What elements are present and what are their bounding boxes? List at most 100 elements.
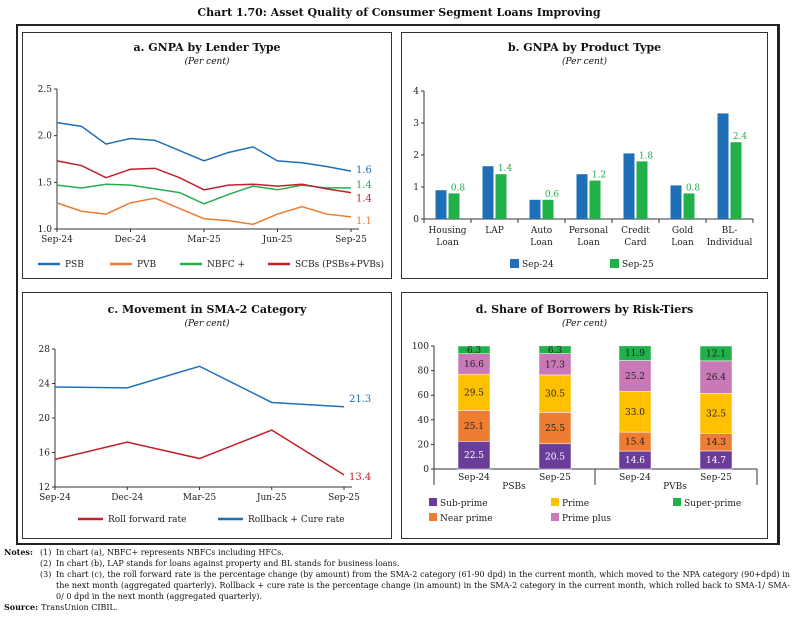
y-tick-label: 2.0 bbox=[38, 132, 53, 142]
main-title: Chart 1.70: Asset Quality of Consumer Se… bbox=[197, 6, 601, 19]
x-tick-label: Sep-24 bbox=[458, 473, 490, 483]
stack-segment-prime bbox=[457, 373, 491, 411]
bar-Sep-24 bbox=[435, 190, 447, 219]
data-label: 25.5 bbox=[545, 424, 565, 434]
stack-segment-super-prime bbox=[618, 345, 652, 361]
data-label: 22.5 bbox=[464, 451, 484, 461]
x-tick-label: Jun-25 bbox=[262, 235, 293, 245]
legend-swatch bbox=[551, 498, 559, 506]
data-label: 12.1 bbox=[706, 349, 726, 359]
stack-segment-prime-plus bbox=[618, 360, 652, 392]
x-tick-label: Card bbox=[624, 238, 647, 248]
panel-c: c. Movement in SMA-2 Category (Per cent) bbox=[22, 292, 392, 539]
end-label: 1.4 bbox=[356, 194, 372, 205]
x-tick-label: Credit bbox=[621, 226, 650, 236]
bar-Sep-24 bbox=[482, 166, 494, 219]
x-tick-label: Individual bbox=[707, 238, 753, 248]
legend-swatch bbox=[510, 259, 519, 268]
x-tick-label: Sep-25 bbox=[335, 235, 367, 245]
series-line-psb bbox=[56, 121, 352, 172]
notes-label: Notes: bbox=[4, 547, 33, 557]
y-tick-label: 80 bbox=[418, 367, 430, 377]
y-tick-label: 1 bbox=[413, 183, 419, 193]
x-tick-label: Loan bbox=[577, 238, 600, 248]
y-tick-label: 60 bbox=[418, 391, 430, 401]
end-label: 13.4 bbox=[349, 472, 371, 483]
note-number: (2) bbox=[40, 559, 52, 568]
bar-Sep-24 bbox=[670, 185, 682, 219]
stack-segment-near-prime bbox=[538, 412, 572, 445]
data-label: 26.4 bbox=[706, 373, 726, 383]
panel-c-title: c. Movement in SMA-2 Category bbox=[107, 303, 307, 316]
y-tick-label: 20 bbox=[39, 414, 51, 424]
x-tick-label: LAP bbox=[485, 226, 504, 236]
note-text: In chart (c), the roll forward rate is t… bbox=[56, 570, 790, 601]
stack-segment-super-prime bbox=[538, 345, 572, 354]
legend-label: SCBs (PSBs+PVBs) bbox=[295, 259, 384, 270]
data-label: 14.7 bbox=[706, 456, 726, 466]
x-tick-label: Loan bbox=[436, 238, 459, 248]
data-label: 6.3 bbox=[548, 346, 563, 356]
series-line-roll-forward-rate bbox=[54, 429, 345, 476]
legend-label: PSB bbox=[65, 260, 84, 270]
bar-Sep-25 bbox=[542, 199, 554, 219]
y-tick-label: 40 bbox=[418, 416, 430, 426]
panel-d-title: d. Share of Borrowers by Risk-Tiers bbox=[475, 303, 694, 316]
x-tick-label: BL- bbox=[722, 226, 738, 236]
legend-swatch bbox=[429, 498, 437, 506]
x-tick-label: Personal bbox=[569, 226, 608, 236]
data-label: 29.5 bbox=[464, 388, 484, 398]
x-tick-label: Housing bbox=[428, 226, 466, 236]
x-tick-label: Sep-24 bbox=[39, 493, 71, 503]
legend-swatch bbox=[673, 498, 681, 506]
bar-Sep-25 bbox=[589, 180, 601, 219]
data-label: 1.2 bbox=[592, 171, 606, 181]
legend-label: Roll forward rate bbox=[108, 515, 186, 525]
bar-Sep-24 bbox=[623, 153, 635, 219]
legend-swatch bbox=[429, 513, 437, 521]
y-tick-label: 4 bbox=[413, 87, 419, 97]
stack-segment-prime bbox=[699, 393, 733, 434]
y-tick-label: 3 bbox=[413, 119, 419, 129]
data-label: 14.3 bbox=[706, 438, 726, 448]
notes: Notes: (1) In chart (a), NBFC+ represents … bbox=[4, 547, 790, 613]
stack-segment-sub-prime bbox=[457, 441, 491, 470]
end-label: 1.6 bbox=[356, 165, 372, 176]
legend-label: Near prime bbox=[440, 514, 493, 524]
chart-frame bbox=[16, 24, 780, 545]
panel-a: a. GNPA by Lender Type (Per cent) bbox=[22, 32, 392, 279]
y-tick-label: 2.5 bbox=[38, 85, 53, 95]
legend-label: Prime bbox=[562, 499, 589, 509]
data-label: 25.1 bbox=[464, 422, 484, 432]
bar-Sep-25 bbox=[683, 193, 695, 219]
x-tick-label: Jun-25 bbox=[256, 493, 287, 503]
data-label: 0.6 bbox=[545, 190, 560, 200]
note-text: In chart (a), NBFC+ represents NBFCs inc… bbox=[56, 548, 284, 557]
y-tick-label: 20 bbox=[418, 440, 430, 450]
y-tick-label: 2 bbox=[413, 151, 419, 161]
y-tick-label: 0 bbox=[413, 215, 419, 225]
source-text: TransUnion CIBIL. bbox=[41, 603, 118, 612]
bar-Sep-24 bbox=[576, 174, 588, 219]
end-label: 1.4 bbox=[356, 180, 372, 191]
group-label: PVBs bbox=[663, 482, 687, 492]
bar-Sep-25 bbox=[636, 161, 648, 219]
y-tick-label: 16 bbox=[39, 449, 51, 459]
data-label: 17.3 bbox=[545, 360, 565, 370]
panel-a-title: a. GNPA by Lender Type bbox=[133, 41, 281, 54]
stack-segment-near-prime bbox=[457, 410, 491, 442]
data-label: 11.9 bbox=[625, 349, 645, 359]
data-label: 30.5 bbox=[545, 390, 565, 400]
legend-label: Prime plus bbox=[562, 514, 611, 524]
stack-segment-prime bbox=[618, 391, 652, 433]
legend-label: Sub-prime bbox=[440, 499, 488, 509]
data-label: 2.4 bbox=[733, 132, 748, 142]
x-tick-label: Gold bbox=[672, 226, 693, 236]
data-label: 20.5 bbox=[545, 452, 565, 462]
data-label: 33.0 bbox=[625, 408, 645, 418]
x-tick-label: Sep-24 bbox=[619, 473, 651, 483]
x-tick-label: Sep-25 bbox=[539, 473, 571, 483]
data-label: 0.8 bbox=[686, 183, 701, 193]
note-text: In chart (b), LAP stands for loans again… bbox=[56, 559, 400, 568]
